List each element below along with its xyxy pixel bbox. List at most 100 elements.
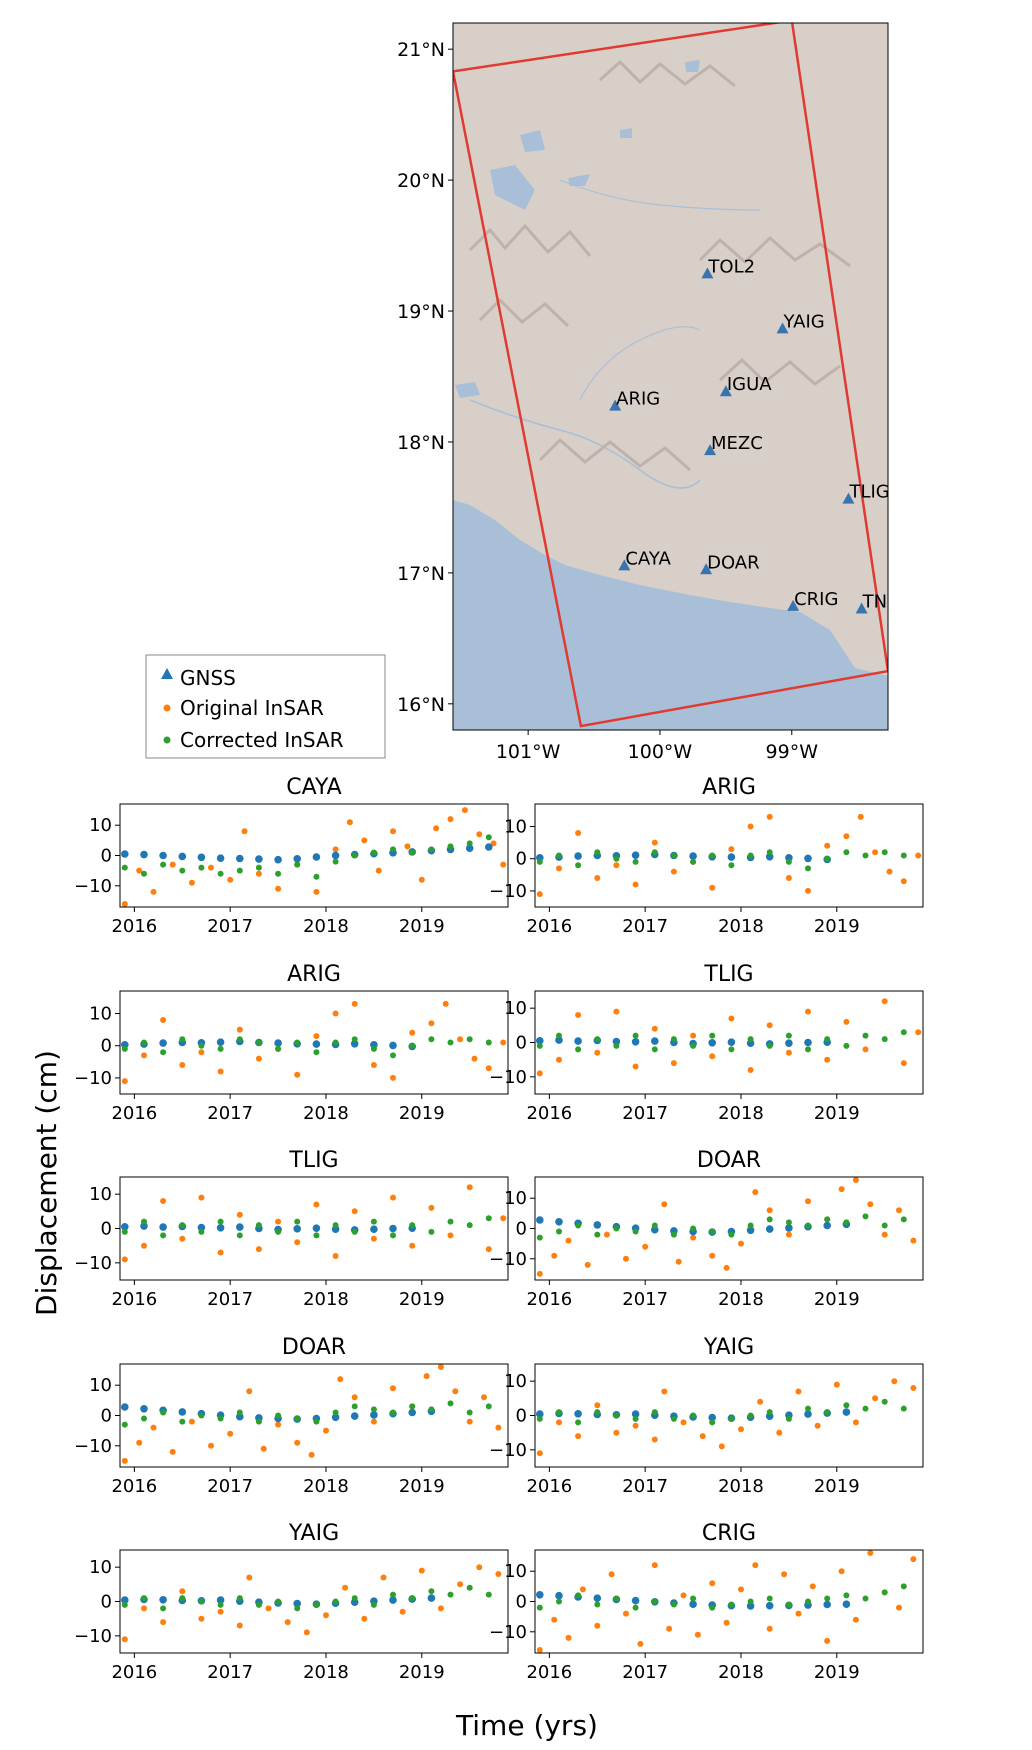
data-point-original-insar xyxy=(738,1426,744,1433)
data-point-original-insar xyxy=(500,1215,507,1222)
data-point-corrected-insar xyxy=(313,1601,320,1608)
data-point-original-insar xyxy=(843,1018,850,1025)
data-point-corrected-insar xyxy=(121,1421,128,1428)
data-point-corrected-insar xyxy=(575,1222,582,1229)
data-point-gnss xyxy=(140,1405,148,1413)
data-point-original-insar xyxy=(169,1448,176,1455)
data-point-original-insar xyxy=(495,1571,502,1577)
station-label: MEZC xyxy=(711,433,763,454)
data-point-gnss xyxy=(842,1408,851,1416)
data-point-corrected-insar xyxy=(179,1036,186,1043)
data-point-original-insar xyxy=(390,1194,396,1201)
data-point-corrected-insar xyxy=(690,1595,697,1602)
map-panel: TOL2 YAIG IGUA ARIG MEZC TLIG CAYA DOAR CRIG TNMQ… xyxy=(397,22,889,763)
data-point-original-insar xyxy=(179,1062,186,1068)
data-point-original-insar xyxy=(862,1046,869,1053)
x-tick-label: 2017 xyxy=(207,1662,253,1683)
data-point-original-insar xyxy=(886,868,893,875)
data-point-corrected-insar xyxy=(536,1604,543,1611)
data-point-corrected-insar xyxy=(709,1604,716,1611)
x-tick-label: 2019 xyxy=(814,1662,860,1683)
data-point-gnss xyxy=(408,1408,417,1417)
data-point-original-insar xyxy=(217,1608,224,1615)
x-tick-label: 2019 xyxy=(814,1476,860,1497)
data-point-original-insar xyxy=(613,1429,620,1436)
data-point-corrected-insar xyxy=(709,1419,716,1426)
y-tick-label: 0 xyxy=(101,1406,112,1427)
data-point-original-insar xyxy=(642,1243,649,1250)
data-point-original-insar xyxy=(495,1424,502,1431)
data-point-corrected-insar xyxy=(236,867,243,874)
data-point-corrected-insar xyxy=(466,1584,473,1591)
station-label: DOAR xyxy=(707,552,760,573)
data-point-corrected-insar xyxy=(447,1591,454,1598)
data-point-corrected-insar xyxy=(160,1605,167,1612)
data-point-original-insar xyxy=(313,888,320,895)
data-point-original-insar xyxy=(594,1402,601,1409)
station-marker-icon xyxy=(704,444,717,456)
map-ocean xyxy=(453,500,888,730)
data-point-original-insar xyxy=(141,1605,147,1612)
data-point-original-insar xyxy=(896,1207,902,1214)
x-tick-label: 2016 xyxy=(111,1662,157,1683)
y-tick-label: −10 xyxy=(489,881,527,902)
data-point-original-insar xyxy=(551,1616,558,1623)
y-tick-label: 10 xyxy=(504,1188,527,1209)
data-point-original-insar xyxy=(594,1049,601,1056)
data-point-gnss xyxy=(350,1412,359,1420)
data-point-corrected-insar xyxy=(843,1592,850,1599)
data-point-gnss xyxy=(823,1221,831,1230)
data-point-original-insar xyxy=(179,1588,186,1595)
data-point-original-insar xyxy=(738,1240,744,1247)
data-point-corrected-insar xyxy=(594,1231,601,1238)
data-point-original-insar xyxy=(651,1025,658,1032)
data-point-corrected-insar xyxy=(370,1045,377,1052)
data-point-corrected-insar xyxy=(447,1039,454,1046)
subplot-frame xyxy=(119,1363,509,1468)
data-point-corrected-insar xyxy=(651,1409,658,1416)
data-point-corrected-insar xyxy=(121,1228,128,1235)
map-lat-tick-label: 19°N xyxy=(397,301,445,323)
data-point-corrected-insar xyxy=(313,1418,320,1425)
subplot-frame xyxy=(534,1176,924,1281)
data-point-gnss xyxy=(140,1222,148,1230)
data-point-corrected-insar xyxy=(747,1036,754,1043)
data-point-gnss xyxy=(159,1223,167,1231)
x-tick-label: 2017 xyxy=(622,1289,668,1310)
data-point-original-insar xyxy=(551,1252,558,1259)
x-tick-label: 2018 xyxy=(303,1289,349,1310)
data-point-original-insar xyxy=(457,1036,464,1043)
y-tick-label: 0 xyxy=(516,849,527,870)
data-point-original-insar xyxy=(613,862,620,869)
map-lake xyxy=(490,165,535,210)
data-point-original-insar xyxy=(881,1231,888,1238)
data-point-original-insar xyxy=(556,1056,562,1063)
data-point-corrected-insar xyxy=(747,1412,754,1419)
data-point-original-insar xyxy=(824,1056,831,1063)
data-point-gnss xyxy=(350,1040,359,1048)
x-tick-label: 2018 xyxy=(303,1476,349,1497)
map-lat-tick-label: 18°N xyxy=(397,432,445,454)
data-point-gnss xyxy=(593,1221,602,1229)
station-marker-icon xyxy=(700,563,713,575)
data-point-original-insar xyxy=(575,830,582,836)
data-point-corrected-insar xyxy=(179,867,186,874)
data-point-corrected-insar xyxy=(594,1601,601,1608)
data-point-gnss xyxy=(293,1225,302,1233)
data-point-gnss xyxy=(312,1224,321,1232)
subplot-points xyxy=(121,1364,502,1464)
data-point-original-insar xyxy=(227,1430,234,1437)
legend-box xyxy=(145,654,386,759)
data-point-corrected-insar xyxy=(179,1222,186,1229)
data-point-corrected-insar xyxy=(160,1409,167,1416)
map-lake xyxy=(520,130,545,152)
data-point-gnss xyxy=(727,853,736,861)
data-point-original-insar xyxy=(575,1433,582,1440)
station-marker-icon xyxy=(855,602,868,614)
data-point-gnss xyxy=(631,1596,640,1605)
data-point-original-insar xyxy=(390,1074,396,1081)
data-point-corrected-insar xyxy=(179,1595,186,1602)
data-point-gnss xyxy=(727,1038,736,1046)
data-point-original-insar xyxy=(241,828,248,835)
station-markers: TOL2 YAIG IGUA ARIG MEZC TLIG CAYA DOAR CRIG TNMQ xyxy=(609,256,888,614)
